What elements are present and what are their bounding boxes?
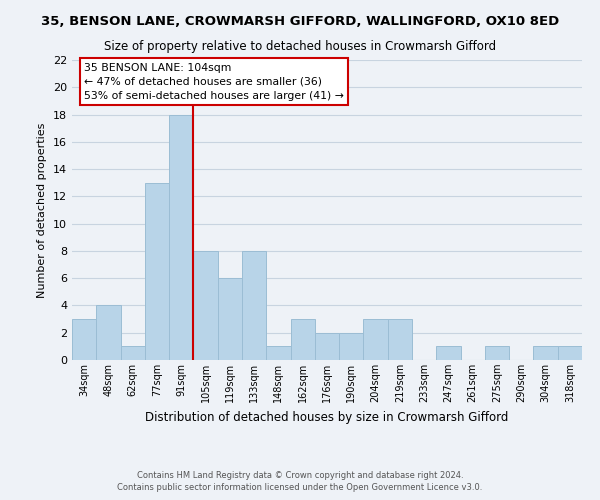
Bar (242, 251, 266, 360)
Text: 35, BENSON LANE, CROWMARSH GIFFORD, WALLINGFORD, OX10 8ED: 35, BENSON LANE, CROWMARSH GIFFORD, WALL… (41, 15, 559, 28)
Bar (364, 319, 388, 360)
Text: 35 BENSON LANE: 104sqm
← 47% of detached houses are smaller (36)
53% of semi-det: 35 BENSON LANE: 104sqm ← 47% of detached… (84, 62, 344, 100)
Bar (290, 319, 315, 360)
Bar (72, 319, 96, 360)
X-axis label: Distribution of detached houses by size in Crowmarsh Gifford: Distribution of detached houses by size … (145, 410, 509, 424)
Bar (558, 346, 582, 360)
Bar (121, 346, 145, 360)
Bar (96, 306, 121, 360)
Bar (193, 251, 218, 360)
Bar (169, 114, 193, 360)
Text: Contains HM Land Registry data © Crown copyright and database right 2024.
Contai: Contains HM Land Registry data © Crown c… (118, 471, 482, 492)
Bar (436, 346, 461, 360)
Bar (145, 182, 169, 360)
Bar (266, 346, 290, 360)
Bar (533, 346, 558, 360)
Text: Size of property relative to detached houses in Crowmarsh Gifford: Size of property relative to detached ho… (104, 40, 496, 53)
Bar (339, 332, 364, 360)
Bar (315, 332, 339, 360)
Y-axis label: Number of detached properties: Number of detached properties (37, 122, 47, 298)
Bar (218, 278, 242, 360)
Bar (388, 319, 412, 360)
Bar (485, 346, 509, 360)
